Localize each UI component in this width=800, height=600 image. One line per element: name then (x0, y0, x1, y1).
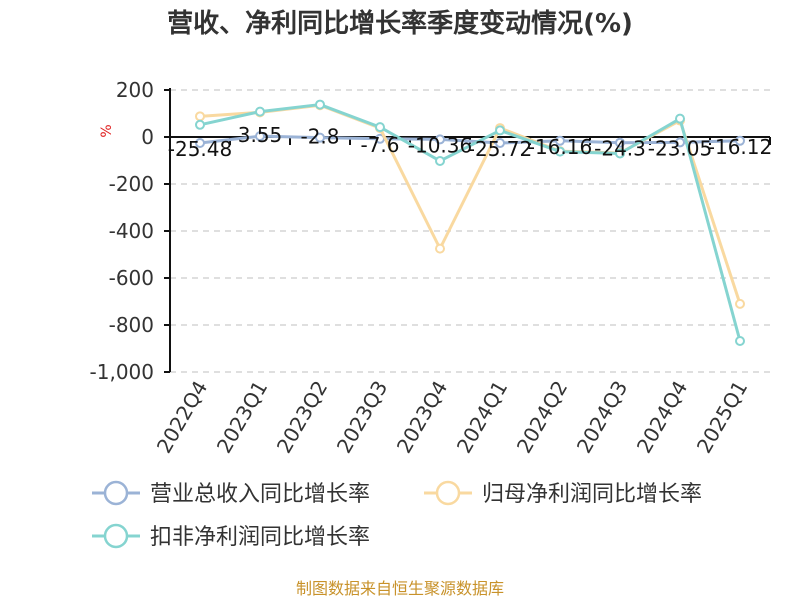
y-tick-label: -600 (109, 266, 154, 290)
x-tick-label: 2025Q1 (692, 377, 752, 458)
x-tick-label: 2024Q1 (452, 377, 512, 458)
legend-item-2[interactable]: 归母净利润同比增长率 (424, 480, 702, 507)
y-tick-label: -800 (109, 313, 154, 337)
x-tick-label: 2023Q2 (272, 377, 332, 458)
data-point[interactable] (195, 111, 205, 122)
y-unit-label: % (99, 124, 115, 137)
data-label: -7.6 (360, 133, 399, 157)
data-point[interactable] (675, 113, 685, 124)
data-label: -10.36 (408, 133, 472, 157)
x-tick-label: 2023Q3 (332, 377, 392, 458)
data-point[interactable] (555, 135, 565, 146)
data-label: -24.3 (594, 137, 646, 161)
data-label: -25.48 (168, 137, 232, 161)
y-tick-label: -200 (109, 172, 154, 196)
data-point[interactable] (555, 146, 565, 157)
data-point[interactable] (495, 125, 505, 136)
y-tick-label: -1,000 (90, 360, 154, 384)
data-point[interactable] (615, 137, 625, 148)
legend-label: 扣非净利润同比增长率 (150, 525, 370, 550)
data-point[interactable] (195, 119, 205, 130)
series-lines (195, 99, 745, 346)
y-tick-labels: 200 0 -200 -400 -600 -800 -1,000 (90, 78, 154, 384)
data-point[interactable] (675, 137, 685, 148)
legend-item-1[interactable]: 营业总收入同比增长率 (92, 480, 370, 507)
data-point[interactable] (315, 99, 325, 110)
data-label: -16.12 (708, 135, 772, 159)
data-point[interactable] (735, 335, 745, 346)
data-point[interactable] (255, 131, 265, 142)
legend-label: 营业总收入同比增长率 (150, 482, 370, 507)
data-point[interactable] (735, 135, 745, 146)
data-label: -23.05 (648, 136, 712, 160)
x-tick-label: 2022Q4 (152, 377, 212, 458)
y-tick-label: 0 (141, 125, 154, 149)
x-tick-labels: 2022Q4 2023Q1 2023Q2 2023Q3 2023Q4 2024Q1 2024… (152, 377, 752, 458)
x-tick-label: 2024Q3 (572, 377, 632, 458)
x-tick-label: 2023Q4 (392, 377, 452, 458)
legend-swatch-marker (103, 480, 129, 506)
data-label: -25.72 (468, 137, 532, 161)
series-line (199, 103, 742, 342)
x-tick-label: 2024Q2 (512, 377, 572, 458)
chart-title: 营收、净利同比增长率季度变动情况(%) (167, 8, 633, 39)
legend-label: 归母净利润同比增长率 (482, 482, 702, 507)
x-tick-label: 2023Q1 (212, 377, 272, 458)
data-point[interactable] (615, 148, 625, 159)
data-point[interactable] (315, 132, 325, 143)
series-line (199, 134, 741, 145)
data-point[interactable] (195, 137, 205, 148)
legend-swatch-marker (435, 480, 461, 506)
data-point[interactable] (435, 243, 445, 254)
data-point[interactable] (495, 138, 505, 149)
data-labels: -25.483.55 -2.8 -7.6 -10.36-25.72-16.16 -24.… (168, 123, 772, 161)
data-point[interactable] (435, 134, 445, 145)
y-tick-label: -400 (109, 219, 154, 243)
legend-item-3[interactable]: 扣非净利润同比增长率 (92, 523, 370, 550)
data-label: -2.8 (300, 125, 339, 149)
source-note: 制图数据来自恒生聚源数据库 (296, 579, 504, 598)
y-tick-label: 200 (116, 78, 154, 102)
data-point[interactable] (375, 122, 385, 133)
legend-swatch-marker (103, 523, 129, 549)
x-tick-label: 2024Q4 (632, 377, 692, 458)
series-3 (195, 99, 745, 346)
data-point[interactable] (735, 298, 745, 309)
data-label: 3.55 (238, 123, 283, 147)
data-point[interactable] (435, 155, 445, 166)
series-1 (195, 131, 745, 149)
data-label: -16.16 (528, 135, 592, 159)
data-point[interactable] (255, 106, 265, 117)
